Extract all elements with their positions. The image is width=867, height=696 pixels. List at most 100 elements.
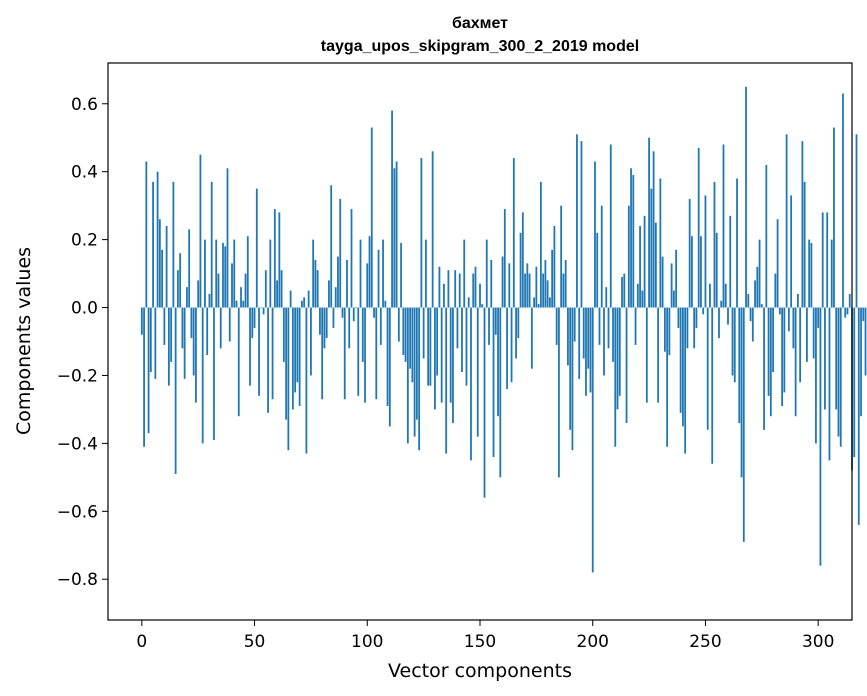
bar-263	[733, 307, 736, 383]
bar-0	[140, 307, 143, 335]
bar-186	[560, 205, 563, 308]
bar-209	[612, 307, 614, 362]
bar-173	[530, 307, 533, 369]
bar-152	[483, 307, 486, 498]
bar-320	[862, 307, 865, 322]
bar-46	[244, 273, 247, 308]
bar-219	[634, 307, 637, 345]
bar-162	[506, 307, 508, 390]
bar-233	[666, 307, 669, 447]
bar-202	[596, 232, 599, 308]
bar-229	[657, 307, 660, 403]
bar-169	[521, 212, 524, 308]
bar-153	[485, 239, 488, 308]
bar-48	[249, 307, 251, 386]
bar-128	[429, 307, 432, 386]
bar-130	[434, 307, 436, 410]
y-axis: −0.8 −0.6 −0.4 −0.2 0.0 0.2 0.4 0.6	[57, 95, 108, 590]
bar-279	[769, 307, 772, 417]
bar-260	[727, 307, 729, 325]
bar-241	[684, 307, 687, 454]
bar-43	[237, 307, 240, 417]
bar-240	[682, 307, 684, 427]
bar-214	[623, 273, 626, 308]
bar-170	[524, 273, 526, 308]
bar-201	[594, 161, 596, 308]
bar-177	[539, 181, 542, 308]
bar-291	[796, 293, 799, 308]
bar-312	[844, 307, 847, 318]
bar-122	[415, 307, 418, 420]
bar-181	[548, 297, 551, 308]
bar-227	[652, 151, 655, 308]
bar-266	[740, 307, 743, 478]
bar-36	[222, 243, 224, 308]
bar-133	[440, 307, 443, 403]
bar-84	[330, 185, 333, 308]
bar-144	[465, 307, 468, 386]
bar-210	[614, 307, 617, 447]
bar-285	[783, 307, 786, 393]
y-tick-label: −0.4	[57, 434, 98, 454]
bar-290	[794, 307, 797, 417]
bar-262	[731, 307, 734, 376]
bar-71	[300, 300, 303, 308]
bar-10	[163, 307, 166, 345]
bar-106	[379, 307, 382, 345]
x-tick-label: 300	[802, 632, 834, 652]
bar-23	[192, 307, 195, 376]
bar-21	[188, 229, 191, 308]
bar-16	[176, 270, 179, 308]
bar-70	[298, 307, 301, 407]
bar-239	[679, 307, 682, 413]
bar-296	[808, 239, 811, 308]
bar-58	[271, 307, 274, 400]
bar-50	[253, 307, 256, 328]
bar-311	[842, 93, 844, 308]
bar-253	[711, 307, 714, 464]
bar-66	[289, 290, 292, 308]
bar-256	[718, 307, 720, 339]
bar-136	[447, 270, 450, 308]
bar-183	[553, 226, 556, 308]
bar-54	[262, 307, 265, 315]
bar-248	[700, 236, 702, 308]
bar-308	[835, 307, 838, 410]
bar-269	[747, 293, 750, 308]
bar-257	[720, 300, 723, 308]
bar-281	[774, 273, 777, 308]
bar-132	[438, 266, 441, 308]
bar-222	[641, 290, 644, 308]
bar-167	[517, 307, 520, 339]
bar-12	[167, 307, 170, 386]
bar-99	[364, 307, 366, 403]
bar-126	[424, 239, 427, 308]
bar-151	[481, 304, 484, 308]
bar-44	[240, 287, 242, 308]
bar-2	[145, 161, 148, 308]
bar-230	[659, 178, 662, 308]
bar-37	[224, 246, 227, 308]
bar-28	[204, 239, 206, 308]
bar-190	[569, 307, 572, 430]
bar-7	[156, 171, 159, 308]
x-tick-label: 150	[464, 632, 496, 652]
bar-156	[492, 307, 495, 457]
bar-163	[508, 263, 511, 308]
bar-252	[709, 283, 711, 308]
bar-228	[654, 222, 657, 308]
bar-117	[404, 307, 407, 362]
x-tick-label: 250	[689, 632, 721, 652]
bar-57	[269, 239, 272, 308]
bar-172	[528, 273, 531, 308]
bar-272	[754, 280, 756, 308]
bar-293	[801, 141, 804, 308]
bar-165	[512, 158, 515, 308]
bar-287	[787, 307, 790, 332]
bar-274	[758, 239, 761, 308]
bar-178	[542, 273, 545, 308]
bar-113	[395, 161, 398, 308]
bar-83	[328, 280, 330, 308]
bar-159	[499, 307, 502, 478]
